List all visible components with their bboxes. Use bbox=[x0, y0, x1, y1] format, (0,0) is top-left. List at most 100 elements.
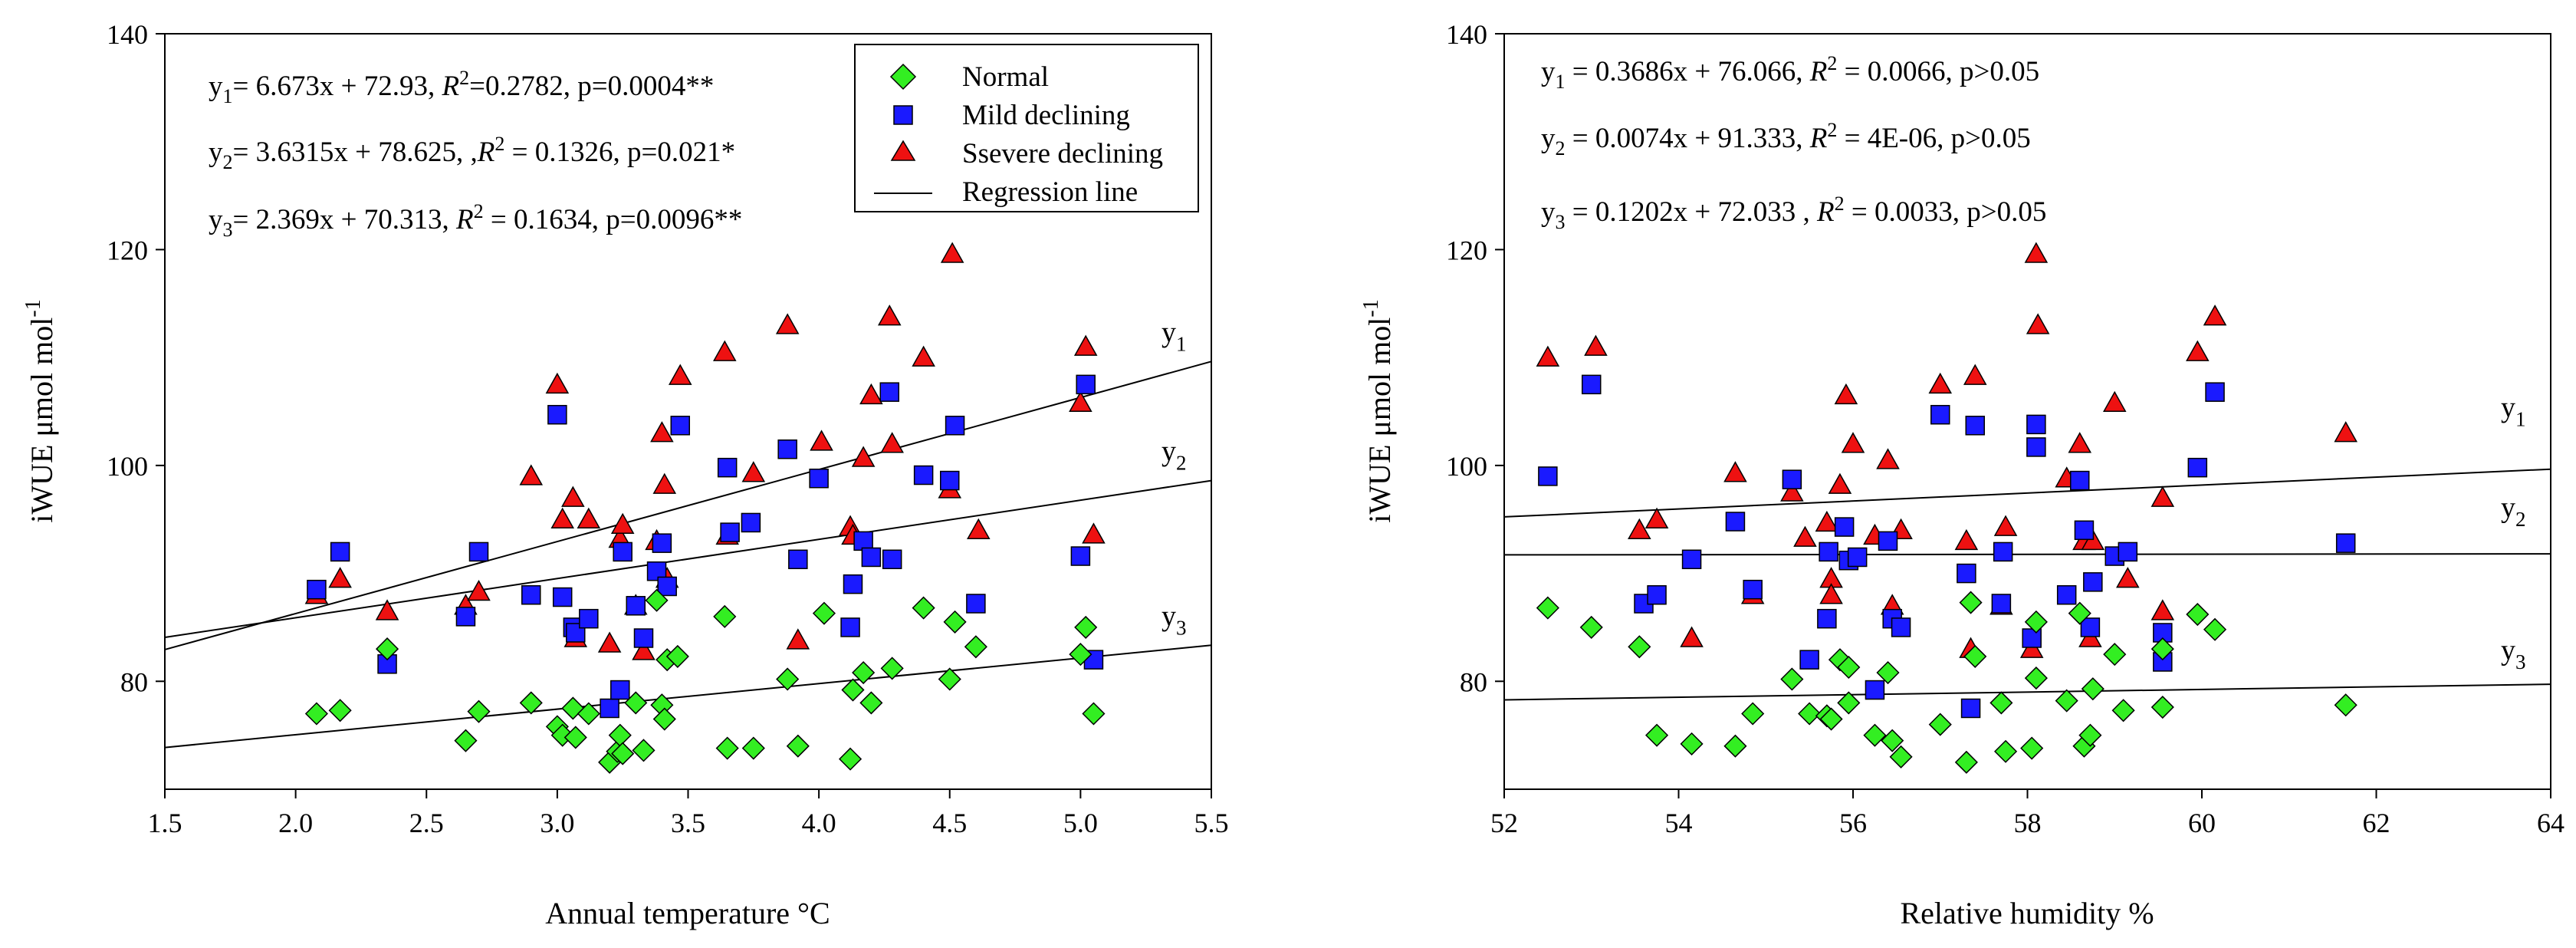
data-point-square bbox=[882, 549, 902, 570]
data-point-triangle bbox=[1069, 390, 1092, 412]
data-point-square bbox=[2074, 520, 2095, 541]
data-point-triangle bbox=[2150, 599, 2175, 620]
regression-line bbox=[1503, 683, 2551, 701]
data-point-triangle bbox=[650, 421, 674, 443]
data-point-square bbox=[2083, 572, 2103, 592]
data-point-triangle bbox=[632, 639, 656, 660]
x-tick-label: 5.0 bbox=[1063, 808, 1098, 838]
data-point-diamond bbox=[1994, 739, 2018, 763]
y-tick-label: 120 bbox=[1446, 235, 1487, 265]
data-point-diamond bbox=[2068, 601, 2091, 625]
legend-label-severe: Ssevere declining bbox=[962, 138, 1163, 170]
data-point-diamond bbox=[1579, 615, 1603, 639]
data-point-square bbox=[1891, 617, 1911, 637]
data-point-square bbox=[2026, 414, 2046, 435]
x-tick-label: 2.5 bbox=[409, 808, 444, 838]
regression-line bbox=[164, 360, 1212, 650]
x-tick-label: 62 bbox=[2363, 808, 2390, 838]
data-point-diamond bbox=[1863, 723, 1887, 747]
equation-y1: y1 = 0.3686x + 76.066, R2 = 0.0066, p>0.… bbox=[1541, 52, 2039, 93]
data-point-diamond bbox=[2150, 695, 2174, 719]
data-point-diamond bbox=[943, 610, 967, 634]
data-point-diamond bbox=[624, 691, 648, 715]
data-point-diamond bbox=[2055, 689, 2078, 713]
data-point-triangle bbox=[2186, 340, 2210, 361]
data-point-diamond bbox=[1928, 713, 1952, 736]
data-point-triangle bbox=[561, 486, 585, 507]
data-point-diamond bbox=[2150, 637, 2174, 661]
data-point-square bbox=[1647, 584, 1667, 605]
data-point-triangle bbox=[940, 242, 964, 263]
data-point-square bbox=[2026, 437, 2046, 457]
data-point-diamond bbox=[1837, 691, 1861, 715]
data-point-square bbox=[741, 512, 761, 533]
data-point-triangle bbox=[652, 472, 677, 494]
x-tick-label: 54 bbox=[1665, 808, 1693, 838]
data-point-diamond bbox=[839, 747, 863, 771]
data-point-diamond bbox=[1069, 643, 1092, 667]
data-point-square bbox=[552, 587, 573, 607]
data-point-triangle bbox=[2068, 432, 2092, 453]
data-point-diamond bbox=[852, 660, 876, 685]
regression-line bbox=[164, 644, 1212, 749]
regression-label-sub: 2 bbox=[1176, 452, 1187, 475]
regression-label-sub: 3 bbox=[1176, 616, 1187, 639]
data-point-square bbox=[652, 533, 672, 553]
legend-diamond-marker bbox=[889, 63, 917, 91]
data-point-triangle bbox=[2116, 567, 2140, 588]
data-point-triangle bbox=[712, 340, 737, 361]
data-point-square bbox=[1538, 466, 1558, 486]
data-point-diamond bbox=[1889, 745, 1913, 769]
data-point-square bbox=[840, 617, 860, 637]
legend-item-severe: Ssevere declining bbox=[890, 138, 1163, 170]
data-point-triangle bbox=[912, 345, 935, 367]
data-point-diamond bbox=[2024, 610, 2048, 634]
data-point-diamond bbox=[1798, 702, 1822, 726]
x-tick-label: 56 bbox=[1839, 808, 1867, 838]
data-point-triangle bbox=[1073, 334, 1098, 356]
data-point-diamond bbox=[1680, 732, 1704, 755]
data-point-triangle bbox=[1082, 522, 1106, 544]
data-point-triangle bbox=[1876, 448, 1900, 469]
x-tick-label: 60 bbox=[2188, 808, 2216, 838]
data-point-diamond bbox=[964, 635, 987, 659]
data-point-square bbox=[913, 465, 934, 486]
equation-y3: y3= 2.369x + 70.313, R2 = 0.1634, p=0.00… bbox=[209, 200, 742, 241]
data-point-square bbox=[2205, 382, 2225, 402]
data-point-diamond bbox=[645, 588, 669, 612]
legend-label-mild: Mild declining bbox=[962, 100, 1130, 131]
data-point-triangle bbox=[550, 507, 574, 528]
data-point-diamond bbox=[1645, 723, 1669, 747]
data-point-triangle bbox=[859, 383, 883, 405]
data-point-diamond bbox=[2334, 693, 2358, 717]
data-point-diamond bbox=[1723, 734, 1747, 758]
data-point-triangle bbox=[1723, 461, 1747, 482]
axis-ticks-temperature: 1.5 2.0 2.5 3.0 3.5 4.0 4.5 5.0 5.5 80 100 120 140 bbox=[107, 19, 1229, 838]
data-point-diamond bbox=[328, 699, 352, 723]
data-point-square bbox=[521, 584, 541, 605]
data-point-diamond bbox=[1990, 691, 2013, 715]
data-point-triangle bbox=[1834, 383, 1858, 405]
data-point-diamond bbox=[1741, 702, 1765, 726]
data-point-square bbox=[2118, 541, 2138, 562]
data-point-square bbox=[1957, 563, 1976, 584]
axis-ticks-humidity: 52 54 56 58 60 62 64 80 100 120 140 bbox=[1446, 19, 2564, 838]
data-point-triangle bbox=[328, 567, 352, 588]
legend: Normal Mild declining Ssevere declining … bbox=[854, 44, 1199, 212]
data-point-square bbox=[1743, 579, 1763, 600]
data-point-triangle bbox=[1993, 515, 2018, 536]
legend-label-normal: Normal bbox=[962, 61, 1049, 93]
data-points-humidity bbox=[1536, 242, 2358, 774]
data-point-triangle bbox=[2334, 421, 2358, 443]
y-axis-label-humidity: iWUE μmol mol-1 bbox=[1359, 299, 1397, 522]
data-point-triangle bbox=[851, 446, 876, 467]
legend-item-mild: Mild declining bbox=[893, 100, 1130, 131]
data-point-diamond bbox=[608, 723, 632, 747]
regression-line-label: y1 bbox=[2501, 392, 2526, 431]
data-point-diamond bbox=[859, 691, 883, 715]
data-point-square bbox=[1960, 698, 1981, 719]
x-tick-label: 58 bbox=[2014, 808, 2042, 838]
data-point-triangle bbox=[1928, 372, 1953, 394]
x-tick-label: 4.0 bbox=[802, 808, 836, 838]
